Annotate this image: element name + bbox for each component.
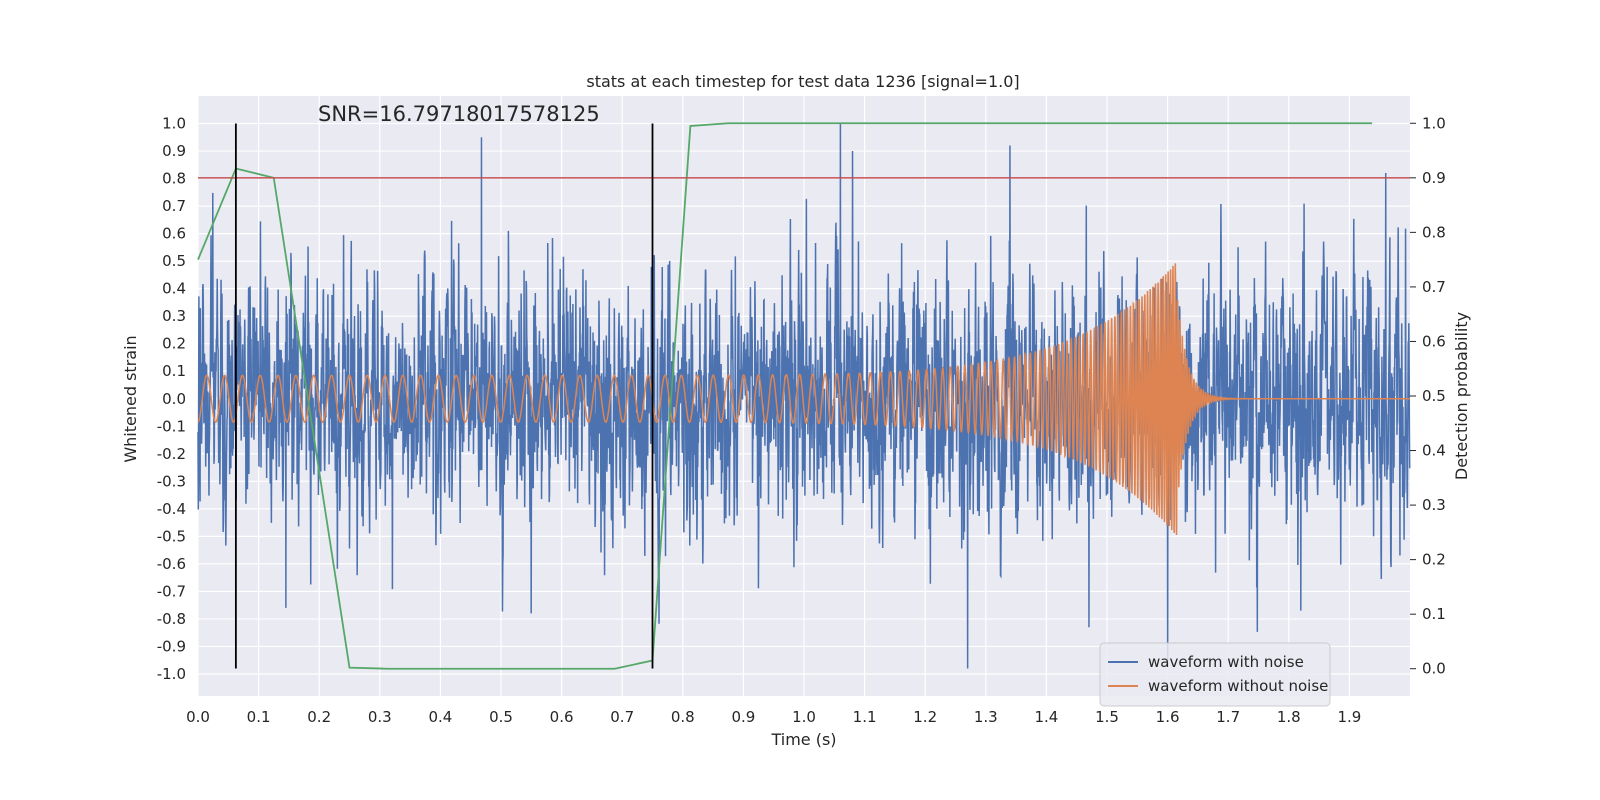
y-tick-label: 0.7 bbox=[162, 197, 186, 215]
x-tick-label: 0.2 bbox=[307, 708, 331, 726]
x-tick-label: 1.1 bbox=[853, 708, 877, 726]
x-tick-label: 0.5 bbox=[489, 708, 513, 726]
y-tick-label: 1.0 bbox=[162, 115, 186, 133]
y-tick-label: -0.1 bbox=[157, 417, 186, 435]
series-detection-probability bbox=[197, 122, 1373, 670]
x-tick-label: 1.3 bbox=[974, 708, 998, 726]
y-tick-label: -0.6 bbox=[157, 555, 186, 573]
y-axis-label: Whitened strain bbox=[121, 335, 140, 462]
y-tick-label: 0.1 bbox=[162, 362, 186, 380]
y2-axis-label: Detection probability bbox=[1452, 312, 1471, 480]
y-tick-label: -0.9 bbox=[157, 637, 186, 655]
x-tick-label: 0.1 bbox=[247, 708, 271, 726]
x-tick-label: 1.6 bbox=[1156, 708, 1180, 726]
x-tick-label: 1.5 bbox=[1095, 708, 1119, 726]
axes: 0.0 0.1 0.2 0.3 0.4 0.5 0.6 0.7 0.8 0.9 1.0 1.1 1.2 1… bbox=[157, 114, 1446, 726]
y2-tick-label: 0.5 bbox=[1422, 387, 1446, 405]
x-tick-label: 1.9 bbox=[1337, 708, 1361, 726]
y-tick-label: -0.8 bbox=[157, 610, 186, 628]
legend-box bbox=[1099, 642, 1331, 707]
snr-annotation: SNR=16.79718017578125 bbox=[318, 102, 600, 126]
y-tick-label: -0.2 bbox=[157, 445, 186, 463]
x-axis-label: Time (s) bbox=[770, 730, 836, 749]
y-tick-label: 0.9 bbox=[162, 142, 186, 160]
y2-tick-label: 0.1 bbox=[1422, 605, 1446, 623]
chart-title: stats at each timestep for test data 123… bbox=[586, 72, 1019, 91]
y2-tick-label: 0.2 bbox=[1422, 551, 1446, 569]
y-tick-label: 0.5 bbox=[162, 252, 186, 270]
y2-tick-label: 1.0 bbox=[1422, 114, 1446, 132]
y-tick-label: -0.3 bbox=[157, 472, 186, 490]
x-tick-label: 1.4 bbox=[1034, 708, 1058, 726]
y-tick-label: -0.7 bbox=[157, 582, 186, 600]
x-tick-label: 1.8 bbox=[1277, 708, 1301, 726]
x-tick-label: 0.4 bbox=[428, 708, 452, 726]
y2-tick-label: 0.6 bbox=[1422, 332, 1446, 350]
x-tick-label: 0.3 bbox=[368, 708, 392, 726]
x-tick-label: 0.6 bbox=[550, 708, 574, 726]
y-tick-label: -1.0 bbox=[157, 665, 186, 683]
legend-label: waveform with noise bbox=[1148, 653, 1304, 671]
legend-label: waveform without noise bbox=[1148, 677, 1328, 695]
y2-tick-label: 0.3 bbox=[1422, 496, 1446, 514]
y2-tick-label: 0.4 bbox=[1422, 442, 1446, 460]
series-layer bbox=[197, 122, 1411, 670]
y-tick-label: -0.5 bbox=[157, 527, 186, 545]
x-tick-label: 1.7 bbox=[1216, 708, 1240, 726]
x-tick-label: 0.9 bbox=[731, 708, 755, 726]
y-tick-label: 0.6 bbox=[162, 225, 186, 243]
x-tick-label: 0.8 bbox=[671, 708, 695, 726]
y-tick-label: 0.3 bbox=[162, 307, 186, 325]
y-tick-label: 0.8 bbox=[162, 170, 186, 188]
y-tick-label: -0.4 bbox=[157, 500, 186, 518]
y-tick-label: 0.4 bbox=[162, 280, 186, 298]
legend: waveform with noise waveform without nois… bbox=[1099, 642, 1331, 707]
series-waveform-without-noise bbox=[197, 263, 1410, 535]
grid-lines bbox=[197, 96, 1410, 696]
y2-tick-label: 0.9 bbox=[1422, 169, 1446, 187]
y2-tick-label: 0.0 bbox=[1422, 660, 1446, 678]
y2-tick-label: 0.8 bbox=[1422, 223, 1446, 241]
y2-tick-label: 0.7 bbox=[1422, 278, 1446, 296]
x-tick-label: 0.0 bbox=[186, 708, 210, 726]
x-tick-label: 1.2 bbox=[913, 708, 937, 726]
x-tick-label: 0.7 bbox=[610, 708, 634, 726]
x-tick-label: 1.0 bbox=[792, 708, 816, 726]
y-tick-label: 0.0 bbox=[162, 390, 186, 408]
series-waveform-with-noise bbox=[197, 123, 1411, 669]
y-tick-label: 0.2 bbox=[162, 335, 186, 353]
